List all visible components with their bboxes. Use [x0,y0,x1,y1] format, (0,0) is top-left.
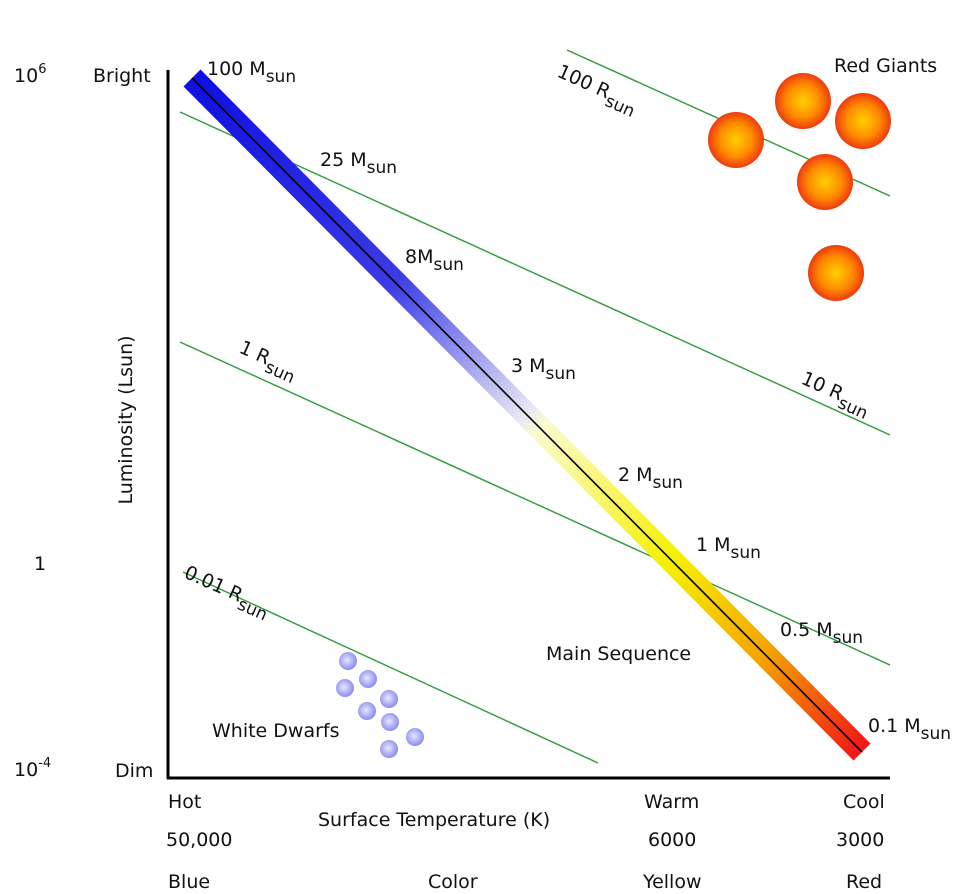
y-end-label: Bright [93,65,151,87]
region-label: White Dwarfs [212,720,340,742]
x-column-temperature: 6000 [648,829,696,851]
y-tick-label: 10-4 [14,756,51,781]
x-column-name: Hot [168,791,201,813]
mass-label: 0.1 Msun [868,715,951,744]
dwarf-star [359,670,377,688]
region-label: Main Sequence [546,643,691,665]
dwarf-star [406,728,424,746]
mass-label: 25 Msun [320,149,397,178]
white-dwarfs [336,652,424,758]
x-color-label: Color [428,871,478,893]
radius-label: 100 Rsun [551,60,641,121]
radius-label: 1 Rsun [233,336,301,388]
x-column-temperature: 3000 [836,829,884,851]
x-column-color: Yellow [642,871,702,893]
giant-star [708,112,764,168]
mass-label: 3 Msun [511,355,576,384]
y-tick-label: 106 [14,62,46,87]
mass-label: 8Msun [405,246,464,275]
giant-star [808,245,864,301]
radius-label: 0.01 Rsun [178,561,274,625]
radius-line [180,342,890,665]
dwarf-star [380,690,398,708]
y-end-label: Dim [115,760,153,782]
hr-diagram: 106 1 10-4 Bright Dim Luminosity (Lsun) … [0,0,964,894]
mass-label: 0.5 Msun [780,619,863,648]
x-column-color: Red [846,871,882,893]
x-column-name: Cool [843,791,885,813]
main-sequence-line [192,78,862,752]
mass-label: 2 Msun [618,464,683,493]
dwarf-star [380,740,398,758]
dwarf-star [381,713,399,731]
radius-label: 10 Rsun [795,367,874,424]
y-tick-label: 1 [34,553,46,575]
region-label: Red Giants [834,55,937,77]
dwarf-star [358,702,376,720]
mass-label: 100 Msun [207,58,296,87]
dwarf-star [336,679,354,697]
x-axis-title: Surface Temperature (K) [318,809,550,831]
x-column-name: Warm [644,791,699,813]
giant-star [775,73,831,129]
red-giants [708,73,891,301]
y-axis-title: Luminosity (Lsun) [115,335,137,504]
x-column-color: Blue [168,871,210,893]
mass-label: 1 Msun [696,534,761,563]
giant-star [835,93,891,149]
x-column-temperature: 50,000 [166,829,232,851]
dwarf-star [339,652,357,670]
giant-star [797,154,853,210]
